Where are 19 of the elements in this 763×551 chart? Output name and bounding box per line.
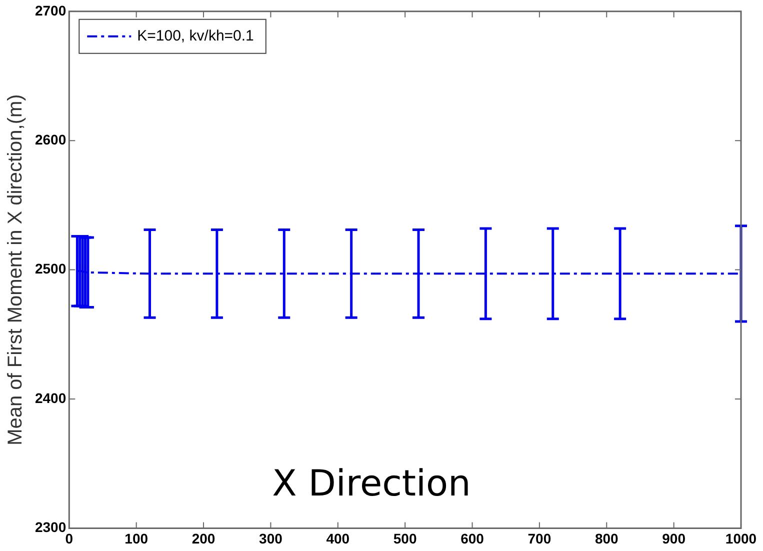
y-tick-label: 2600	[34, 131, 66, 148]
legend-label: K=100, kv/kh=0.1	[137, 28, 254, 45]
y-axis-title: Mean of First Moment in X direction,(m)	[4, 94, 27, 446]
x-tick-label: 600	[460, 530, 484, 546]
x-tick-label: 400	[326, 530, 350, 546]
x-tick-label: 100	[124, 530, 148, 546]
x-tick-label: 700	[528, 530, 552, 546]
x-tick-label: 0	[65, 530, 74, 546]
y-tick-label: 2700	[34, 2, 66, 18]
x-tick-label: 300	[259, 530, 283, 546]
x-tick-label: 900	[662, 530, 686, 546]
annotation: X Direction	[272, 464, 471, 505]
y-tick-label: 2400	[34, 390, 66, 406]
x-tick-label: 1000	[725, 530, 757, 546]
y-tick-label: 2500	[34, 260, 66, 277]
x-tick-label: 500	[393, 530, 417, 546]
x-tick-label: 800	[594, 530, 619, 546]
x-tick-label: 200	[192, 530, 216, 546]
y-tick-label: 2300	[34, 519, 66, 536]
